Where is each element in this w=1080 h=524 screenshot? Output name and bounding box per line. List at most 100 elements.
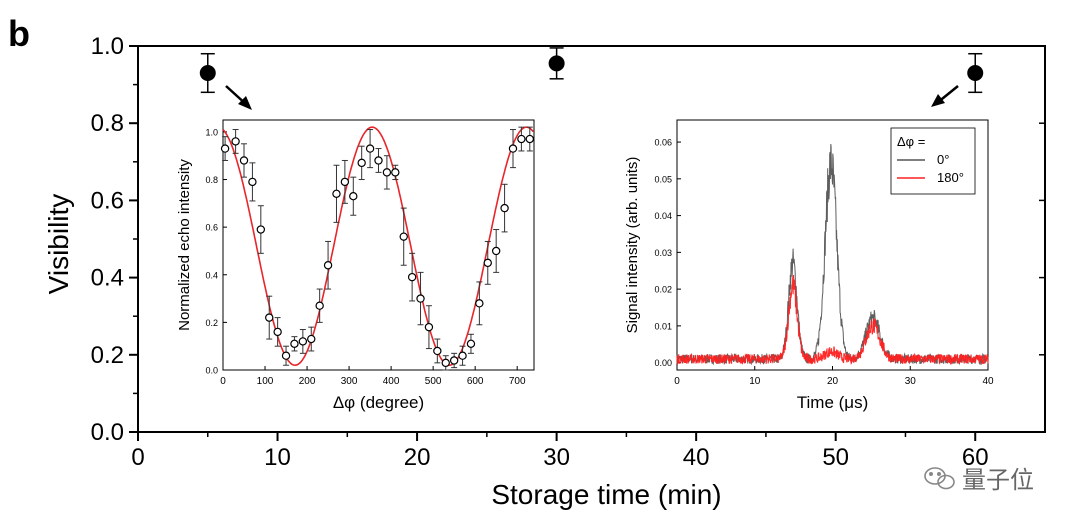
- main-x-tick-label: 0: [131, 444, 144, 471]
- arrow-right-head: [931, 94, 945, 107]
- inset-right-plot: 0 10 20 30 40 0.00 0.01 0.02 0.03 0.04 0.05 0.06 Tim…: [624, 119, 994, 412]
- inset-left-data-point: [407, 272, 417, 282]
- inset-right-x-tick-label: 40: [982, 376, 994, 387]
- inset-left-x-tick-label: 100: [257, 376, 274, 387]
- inset-left-data-point: [239, 156, 249, 165]
- inset-left-x-tick-label: 700: [509, 376, 526, 387]
- inset-left-data-point: [357, 158, 366, 168]
- panel-label: b: [8, 13, 30, 54]
- inset-left-x-tick-label: 300: [341, 376, 358, 387]
- inset-left-data-point: [491, 246, 501, 256]
- inset-left-y-tick-label: 0.2: [205, 318, 218, 328]
- inset-left-data-point: [449, 356, 459, 365]
- inset-left-data-point: [273, 327, 282, 337]
- main-y-tick-label: 1.0: [91, 33, 124, 60]
- main-plot: 0 10 20 30 40 50 60 0.0 0.2 0.4 0.6 0.8 1.0 Storage t…: [43, 33, 1046, 510]
- inset-right-x-tick-label: 10: [749, 376, 761, 387]
- inset-left-x-tick-label: 400: [383, 376, 400, 387]
- main-y-tick-label: 0.0: [91, 419, 124, 446]
- inset-left-data-point: [281, 351, 291, 360]
- inset-left-y-tick-label: 1.0: [205, 127, 218, 137]
- inset-left-fit-curve: [222, 126, 534, 367]
- inset-right-x-axis-title: Time (μs): [797, 393, 869, 412]
- inset-right-y-tick-label: 0.00: [654, 358, 672, 368]
- inset-left-x-tick-label: 200: [299, 376, 316, 387]
- inset-left-y-axis-title: Normalized echo intensity: [176, 159, 193, 331]
- main-x-tick-label: 10: [264, 444, 291, 471]
- inset-left-data-point: [290, 339, 299, 349]
- inset-left-data-point: [500, 203, 509, 213]
- inset-right-legend-label: 0°: [937, 152, 949, 167]
- inset-left-data-point: [399, 232, 408, 241]
- inset-left-data-point: [323, 261, 333, 270]
- inset-right-x-tick-label: 30: [905, 376, 917, 387]
- inset-left-data-point: [483, 258, 492, 268]
- inset-right-legend-label: 180°: [937, 170, 964, 185]
- inset-left-y-tick-label: 0.0: [205, 366, 218, 376]
- inset-left-data-point: [231, 137, 240, 146]
- inset-left-data-point: [374, 156, 383, 165]
- main-data-point: [199, 65, 216, 82]
- inset-right-trace: [676, 274, 989, 366]
- inset-left-data-point: [441, 358, 450, 368]
- inset-right-y-axis-title: Signal intensity (arb. units): [624, 157, 641, 334]
- inset-right-y-tick-label: 0.04: [654, 211, 672, 221]
- inset-left-plot: 0 100 200 300 400 500 600 700 0.0 0.2 0.4 0.6 0.8 1.0…: [176, 119, 535, 412]
- inset-left-data-point: [340, 177, 350, 187]
- inset-left-data-point: [315, 301, 324, 310]
- inset-left-data-point: [349, 191, 358, 201]
- watermark-text: 量子位: [962, 467, 1034, 494]
- inset-right-y-tick-label: 0.02: [654, 285, 672, 295]
- inset-right-x-tick-label: 0: [674, 376, 680, 387]
- main-y-tick-label: 0.6: [91, 187, 124, 214]
- inset-right-y-tick-label: 0.03: [654, 248, 672, 258]
- watermark: 量子位: [924, 467, 1034, 494]
- inset-left-x-tick-label: 0: [220, 376, 226, 387]
- main-x-axis-title: Storage time (min): [491, 479, 721, 510]
- inset-left-data-point: [424, 322, 434, 332]
- inset-left-data-point: [475, 299, 484, 308]
- inset-left-data-point: [525, 134, 534, 144]
- main-data-point: [967, 65, 984, 82]
- main-x-tick-label: 40: [683, 444, 710, 471]
- inset-left-data-point: [391, 168, 400, 177]
- inset-left-data-point: [508, 144, 518, 153]
- inset-left-y-tick-label: 0.8: [205, 175, 218, 185]
- main-x-tick-label: 20: [404, 444, 431, 471]
- inset-left-x-tick-label: 600: [467, 376, 484, 387]
- inset-left-data-point: [517, 134, 526, 144]
- inset-right-y-tick-label: 0.06: [654, 138, 672, 148]
- inset-left-data-point: [256, 225, 266, 234]
- wechat-icon: [924, 467, 955, 490]
- inset-left-data-point: [220, 144, 230, 153]
- inset-right-y-tick-label: 0.05: [654, 174, 672, 184]
- arrow-left-head: [238, 96, 252, 110]
- inset-left-data-point: [307, 334, 316, 344]
- inset-right-legend-box: [890, 127, 976, 195]
- main-x-tick-label: 30: [543, 444, 570, 471]
- inset-left-data-point: [458, 351, 467, 360]
- inset-left-data-point: [365, 144, 375, 153]
- inset-left-y-tick-label: 0.6: [205, 223, 218, 233]
- inset-left-data-point: [248, 177, 257, 187]
- inset-left-data-point: [332, 189, 341, 199]
- main-y-axis-title: Visibility: [43, 194, 74, 295]
- main-y-tick-label: 0.8: [91, 110, 124, 137]
- inset-right-y-tick-label: 0.01: [654, 321, 672, 331]
- inset-left-data-point: [416, 294, 425, 303]
- main-y-tick-label: 0.2: [91, 342, 124, 369]
- inset-left-data-point: [466, 339, 476, 349]
- inset-left-data-point: [433, 346, 442, 356]
- main-x-tick-label: 60: [962, 444, 989, 471]
- annotation-arrows: [225, 85, 959, 110]
- inset-left-x-tick-label: 500: [425, 376, 442, 387]
- inset-left-x-axis-title: Δφ (degree): [333, 393, 424, 412]
- inset-right-x-tick-label: 20: [827, 376, 839, 387]
- inset-right-legend-title: Δφ =: [897, 134, 925, 149]
- main-data-point: [548, 55, 565, 72]
- inset-left-y-tick-label: 0.4: [205, 270, 218, 280]
- main-y-tick-label: 0.4: [91, 265, 124, 292]
- main-x-tick-label: 50: [822, 444, 849, 471]
- inset-left-data-point: [298, 337, 308, 346]
